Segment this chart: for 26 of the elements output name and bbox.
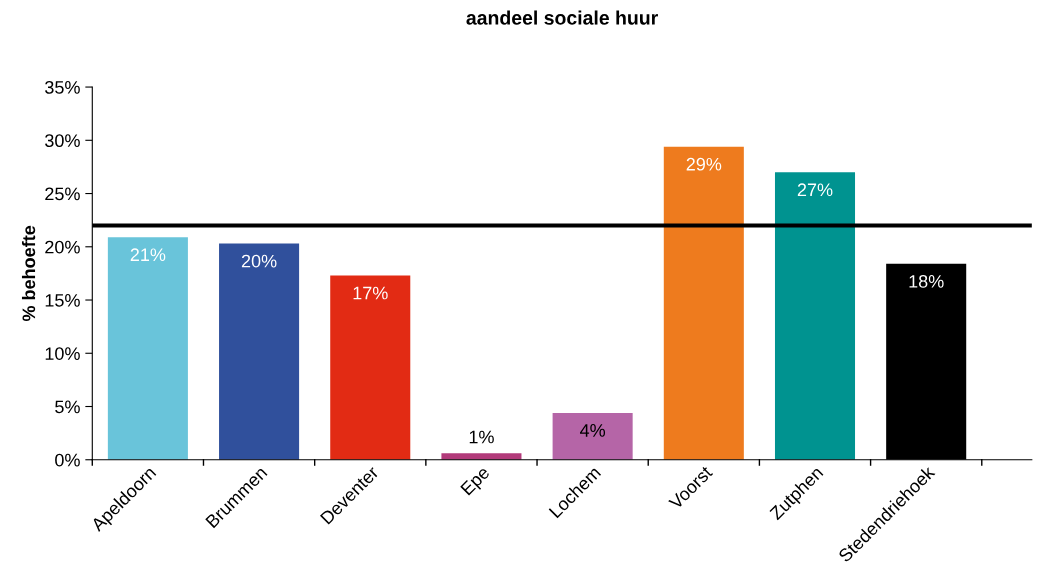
data-label: 20% (241, 254, 277, 268)
bar (663, 146, 744, 460)
x-tick-label: Epe (460, 465, 493, 499)
data-label: 4% (580, 424, 606, 437)
bar (774, 172, 856, 460)
y-tick-label: 35% (45, 80, 80, 94)
bar (441, 453, 522, 460)
data-label: 18% (909, 274, 944, 288)
y-tick-label: 25% (45, 187, 80, 201)
bar (552, 412, 633, 460)
bar (107, 237, 188, 460)
data-label: 27% (797, 183, 833, 197)
bar (330, 275, 411, 460)
y-tick-label: 15% (45, 294, 80, 307)
data-label: 21% (130, 248, 166, 262)
y-tick-label: 5% (55, 400, 80, 414)
data-label: 29% (686, 157, 722, 171)
chart-title: aandeel sociale huur (466, 10, 658, 25)
bar (219, 243, 300, 460)
y-tick-label: 10% (45, 347, 80, 360)
data-label: 17% (353, 286, 388, 300)
y-tick-label: 20% (45, 240, 80, 254)
y-tick-label: 0% (55, 453, 80, 467)
y-tick-label: 30% (45, 134, 80, 148)
y-axis-title: % behoefte (21, 225, 36, 322)
data-label: 1% (469, 430, 494, 444)
